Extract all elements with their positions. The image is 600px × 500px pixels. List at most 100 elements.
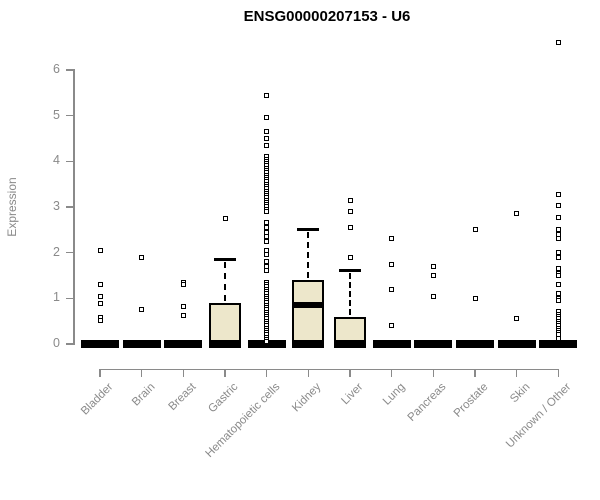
- y-tick-label: 3: [53, 198, 60, 213]
- outlier-point: [555, 250, 561, 256]
- y-tick: [66, 297, 73, 300]
- x-tick-label: Pancreas: [405, 380, 449, 424]
- zero-bar: [372, 340, 411, 348]
- y-tick-label: 6: [53, 61, 60, 76]
- outlier-point: [555, 272, 561, 278]
- y-tick-label: 1: [53, 290, 60, 305]
- outlier-point: [264, 263, 270, 269]
- outlier-point: [222, 215, 228, 221]
- outlier-point: [555, 231, 561, 237]
- x-tick: [307, 368, 310, 377]
- outlier-point: [472, 295, 478, 301]
- zero-bar: [122, 340, 161, 348]
- x-tick-label: Kidney: [290, 380, 324, 414]
- x-tick-label: Brain: [129, 380, 158, 408]
- outlier-point: [347, 254, 353, 260]
- whisker-line: [349, 272, 352, 315]
- outlier-point: [264, 252, 270, 258]
- x-tick-label: Gastric: [206, 380, 241, 415]
- outlier-point: [264, 142, 270, 148]
- outlier-point: [555, 266, 561, 272]
- outlier-point: [555, 282, 561, 288]
- outlier-point: [180, 282, 186, 288]
- whisker-cap: [339, 269, 362, 273]
- x-tick-label: Prostate: [451, 380, 491, 420]
- outlier-point: [555, 191, 561, 197]
- y-tick-label: 0: [53, 336, 60, 350]
- outlier-point: [264, 268, 270, 274]
- outlier-point: [264, 259, 270, 265]
- y-tick-label: 4: [53, 153, 60, 168]
- outlier-point: [264, 115, 270, 121]
- outlier-point: [555, 40, 561, 46]
- outlier-point: [97, 247, 103, 253]
- y-tick: [66, 160, 73, 163]
- outlier-point: [97, 282, 103, 288]
- outlier-point: [389, 261, 395, 267]
- outlier-point: [389, 323, 395, 329]
- y-tick: [66, 114, 73, 117]
- outlier-point: [555, 227, 561, 233]
- outlier-point: [389, 236, 395, 242]
- outlier-point: [430, 272, 436, 278]
- zero-bar: [164, 340, 203, 348]
- whisker-line: [307, 231, 310, 279]
- chart-title: ENSG00000207153 - U6: [243, 8, 411, 25]
- x-tick: [182, 368, 185, 377]
- outlier-point: [139, 254, 145, 260]
- box-bottom-bar: [292, 340, 325, 348]
- whisker-cap: [214, 258, 236, 262]
- outlier-point: [555, 254, 561, 260]
- median-line: [293, 302, 324, 309]
- outlier-point: [180, 313, 186, 319]
- outlier-point: [555, 215, 561, 221]
- box-bottom-bar: [334, 340, 367, 348]
- outlier-point: [264, 209, 270, 215]
- outlier-point: [514, 316, 520, 322]
- x-tick: [99, 368, 101, 377]
- y-axis-line: [73, 68, 75, 345]
- outlier-point: [430, 293, 436, 299]
- whisker-cap: [297, 228, 320, 232]
- outlier-point: [97, 317, 103, 323]
- box-bottom-bar: [209, 340, 241, 348]
- outlier-point: [97, 294, 103, 300]
- outlier-point: [264, 229, 270, 235]
- x-tick: [349, 368, 351, 377]
- x-tick: [224, 368, 226, 377]
- outlier-point: [264, 339, 270, 345]
- box: [292, 280, 325, 348]
- x-axis-line: [99, 368, 560, 370]
- whisker-line: [224, 261, 226, 301]
- zero-bar: [497, 340, 536, 348]
- outlier-point: [264, 247, 270, 253]
- y-tick: [66, 206, 73, 208]
- outlier-point: [555, 335, 561, 341]
- zero-bar: [456, 340, 495, 348]
- x-tick: [515, 368, 518, 377]
- outlier-point: [264, 234, 270, 240]
- outlier-point: [264, 238, 270, 244]
- outlier-point: [347, 225, 353, 231]
- outlier-point: [264, 220, 270, 226]
- outlier-point: [389, 286, 395, 292]
- y-tick-label: 2: [53, 244, 60, 259]
- y-tick: [66, 251, 73, 254]
- x-tick: [140, 368, 143, 377]
- outlier-point: [555, 291, 561, 297]
- x-tick: [474, 368, 476, 377]
- x-tick-label: Skin: [507, 380, 533, 405]
- outlier-point: [264, 135, 270, 141]
- zero-bar: [81, 340, 119, 348]
- zero-bar: [539, 340, 578, 348]
- outlier-point: [472, 227, 478, 233]
- x-tick: [557, 368, 560, 377]
- outlier-point: [555, 202, 561, 208]
- outlier-point: [555, 298, 561, 304]
- outlier-point: [514, 211, 520, 217]
- y-tick-label: 5: [53, 107, 60, 122]
- x-tick-label: Breast: [166, 380, 199, 413]
- outlier-point: [264, 129, 270, 135]
